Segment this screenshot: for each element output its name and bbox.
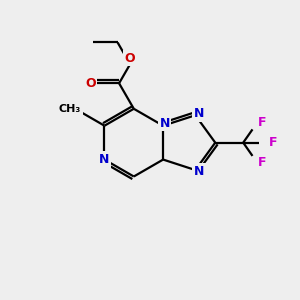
Text: N: N — [194, 107, 204, 120]
Text: O: O — [85, 77, 96, 90]
Text: N: N — [194, 165, 204, 178]
Text: F: F — [258, 156, 267, 169]
Text: F: F — [258, 116, 267, 129]
Text: N: N — [159, 117, 170, 130]
Text: N: N — [99, 153, 110, 166]
Text: O: O — [125, 52, 135, 65]
Text: CH₃: CH₃ — [59, 104, 81, 114]
Text: F: F — [269, 136, 277, 149]
